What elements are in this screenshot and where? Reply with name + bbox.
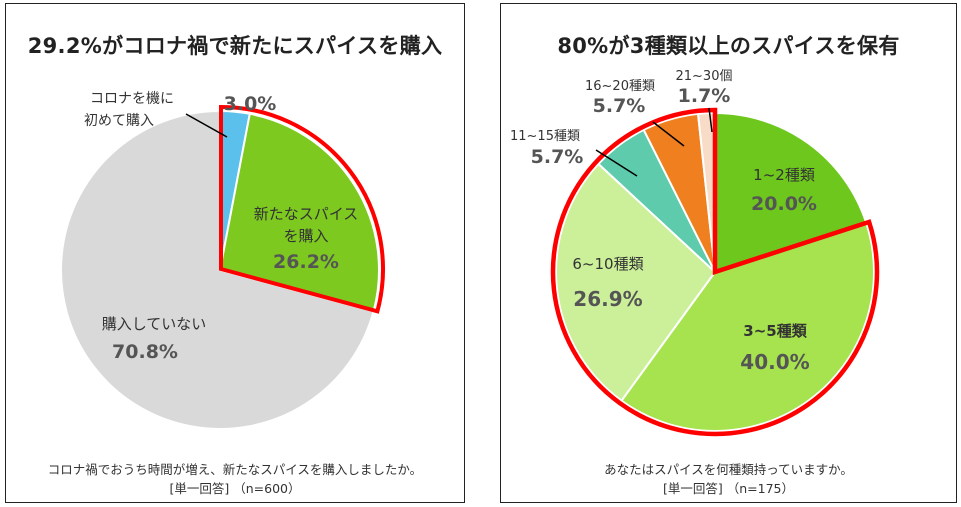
slice-4-leader-line (595, 149, 638, 177)
slice-1-name-line-1: コロナを機に (90, 91, 174, 107)
slice-1-leader-line (185, 113, 228, 138)
slice-3-value: 70.8% (112, 341, 178, 363)
slice-6-leader-line (708, 107, 713, 133)
slice-2-value: 40.0% (740, 350, 809, 374)
slice-2-name-line-2: を購入 (283, 227, 328, 245)
highlight-outline (550, 107, 880, 437)
slice-5-name: 16~20種類 (585, 78, 655, 94)
highlight-outline (219, 104, 385, 314)
slice-3-name: 6~10種類 (572, 255, 643, 273)
slice-1-name: 1~2種類 (753, 166, 815, 184)
slice-1-value: 20.0% (751, 193, 817, 215)
slice-3-value: 26.9% (573, 287, 642, 311)
right-chart-question: あなたはスパイスを何種類持っていますか。 (604, 462, 853, 477)
pie-slice-1 (714, 111, 868, 274)
pie-slice-2 (218, 112, 381, 313)
pie-slice-2 (620, 221, 875, 432)
slice-2-name-line-1: 新たなスパイス (254, 205, 359, 223)
pie-slice-3 (60, 109, 375, 430)
slice-1-name-line-2: 初めて購入 (84, 112, 154, 129)
slice-5-leader-line (652, 121, 685, 147)
left-chart-title: 29.2%がコロナ禍で新たにスパイスを購入 (27, 34, 443, 58)
right-chart-base: [単一回答] （n=175） (663, 481, 794, 496)
right-chart-title: 80%が3種類以上のスパイスを保有 (557, 34, 900, 58)
slice-6-value: 1.7% (678, 85, 731, 107)
slice-3-name: 購入していない (102, 315, 207, 333)
slice-1-value: 3.0% (224, 93, 277, 115)
slice-2-name: 3~5種類 (743, 322, 807, 340)
left-chart-base: [単一回答] （n=600） (169, 481, 301, 496)
slice-5-value: 5.7% (593, 95, 646, 117)
slice-2-value: 26.2% (273, 251, 339, 273)
left-chart-question: コロナ禍でおうち時間が増え、新たなスパイスを購入しましたか。 (47, 462, 423, 477)
pie-slice-3 (555, 162, 717, 403)
slice-4-value: 5.7% (531, 146, 584, 168)
slice-4-name: 11~15種類 (510, 128, 580, 144)
slice-6-name: 21~30個 (676, 69, 733, 84)
